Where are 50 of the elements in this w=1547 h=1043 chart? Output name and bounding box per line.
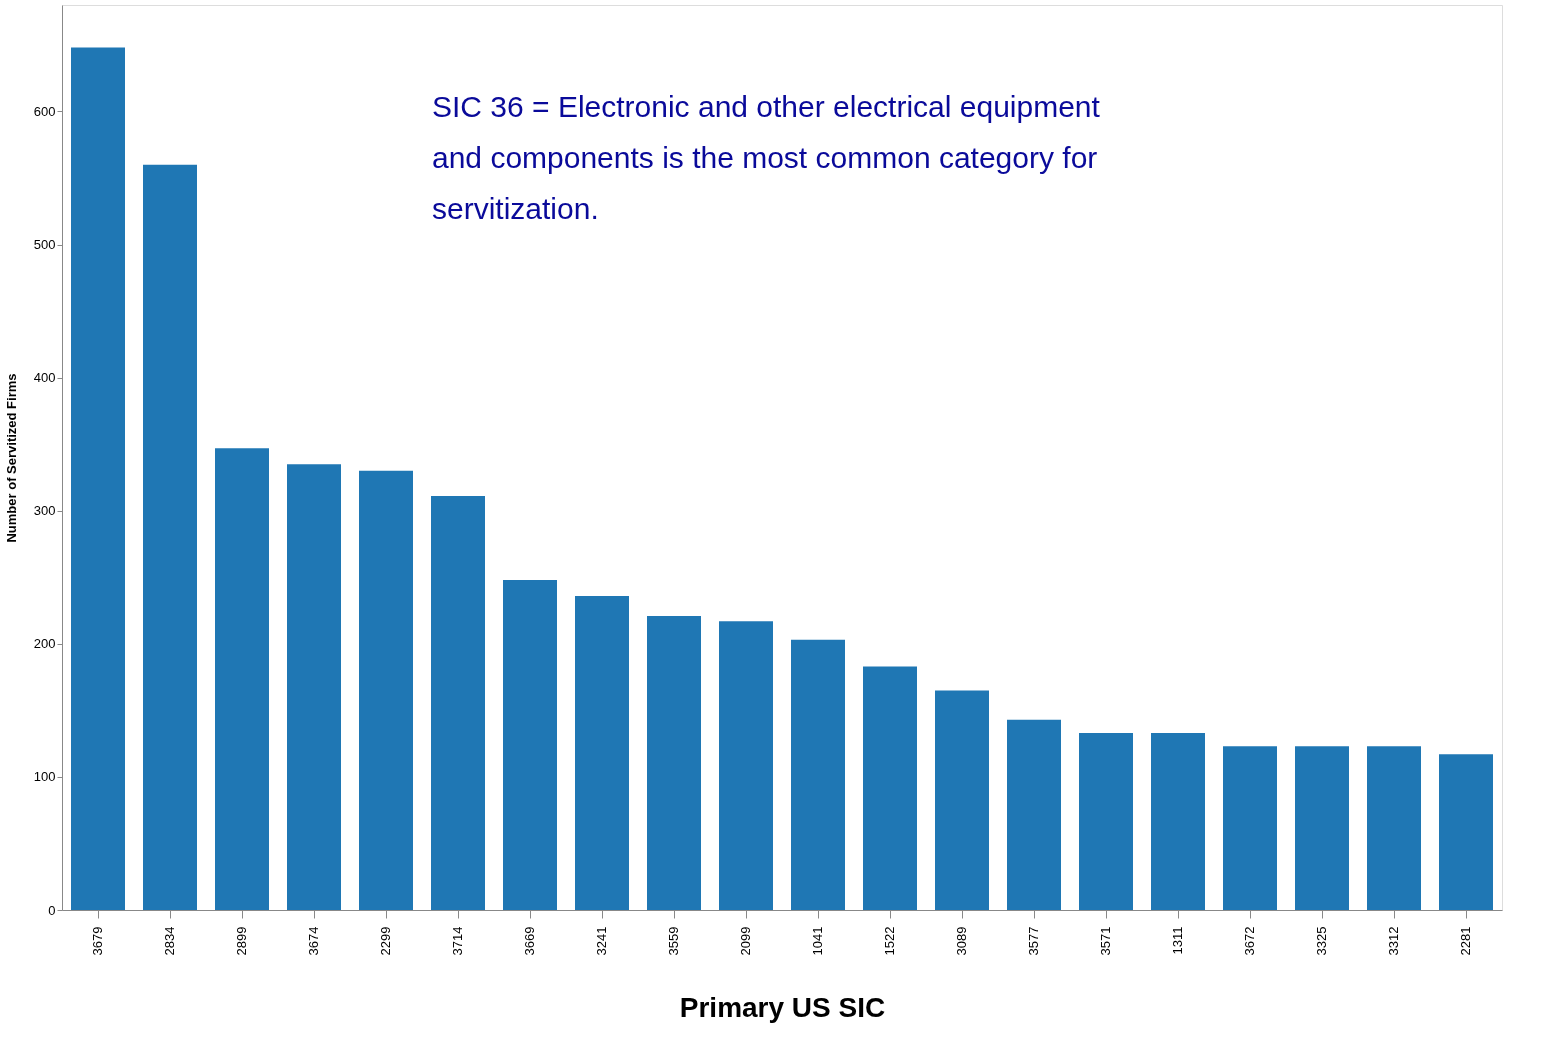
x-tick-label: 1522 [882, 926, 897, 956]
y-tick-label: 600 [33, 103, 56, 119]
bar [359, 470, 413, 910]
bar [719, 621, 773, 910]
bar [503, 579, 557, 910]
bar [647, 615, 701, 910]
x-tick-label: 3312 [1386, 926, 1401, 956]
x-tick-label: 2834 [162, 926, 177, 956]
x-tick-label: 2299 [378, 926, 393, 956]
bar [287, 464, 341, 910]
x-tick-label: 3241 [594, 926, 609, 956]
bar [935, 690, 989, 910]
bar [1223, 746, 1277, 910]
x-tick-label: 3679 [90, 926, 105, 956]
x-tick-label: 3089 [954, 926, 969, 956]
y-tick-label: 200 [33, 636, 56, 652]
x-tick-label: 1041 [810, 926, 825, 956]
bar [1295, 746, 1349, 910]
bar [431, 496, 485, 910]
x-tick-label: 3672 [1242, 926, 1257, 956]
bar [1079, 732, 1133, 910]
x-tick-label: 3571 [1098, 926, 1113, 956]
x-tick-label: 3714 [450, 926, 465, 956]
x-tick-label: 3577 [1026, 926, 1041, 956]
bar [215, 448, 269, 910]
y-tick-label: 300 [33, 503, 56, 519]
x-tick-label: 3674 [306, 926, 321, 956]
y-tick-label: 100 [33, 769, 56, 785]
bar [71, 47, 125, 910]
x-tick-label: 2281 [1458, 926, 1473, 956]
x-tick-label: 3669 [522, 926, 537, 956]
y-tick-label: 500 [33, 237, 56, 253]
bar [863, 666, 917, 910]
y-axis-title: Number of Servitized Firms [3, 373, 19, 543]
bar [791, 639, 845, 910]
bar [1151, 732, 1205, 910]
x-tick-label: 2099 [738, 926, 753, 956]
x-tick-label: 1311 [1170, 926, 1185, 955]
x-tick-label: 2899 [234, 926, 249, 956]
x-axis-title: Primary US SIC [679, 992, 886, 1024]
x-tick-label: 3559 [666, 926, 681, 956]
bar [575, 595, 629, 910]
x-tick-label: 3325 [1314, 926, 1329, 956]
y-tick-label: 400 [33, 370, 56, 386]
bar [1439, 754, 1493, 910]
y-tick-label: 0 [48, 902, 56, 918]
bar [143, 164, 197, 910]
bar [1367, 746, 1421, 910]
bar [1007, 719, 1061, 910]
annotation: SIC 36 = Electronic and other electrical equipment and components is the most common category for servitization. [432, 90, 1101, 225]
